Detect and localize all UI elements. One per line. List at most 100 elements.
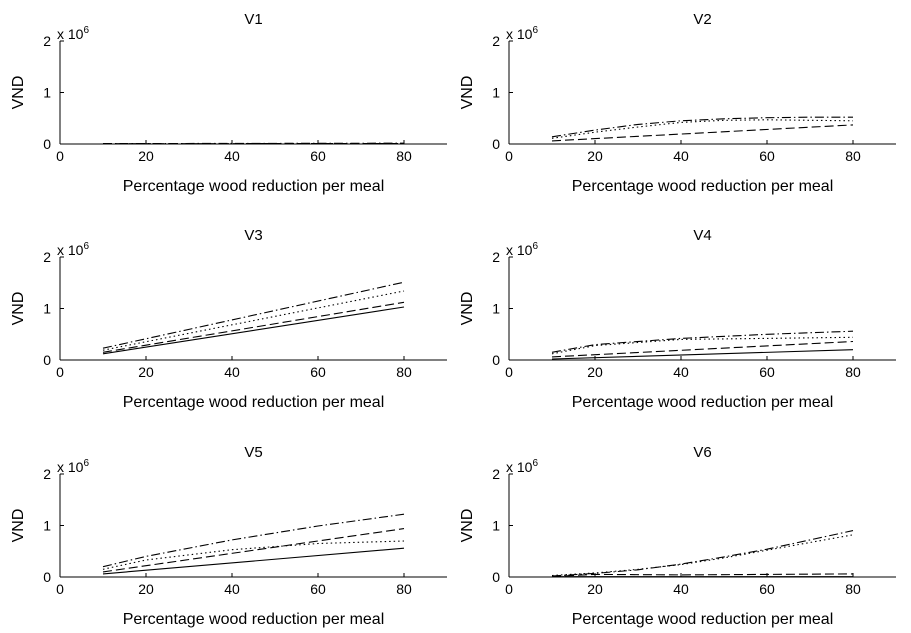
x-axis-label: Percentage wood reduction per meal (572, 178, 834, 195)
x-tick-label: 20 (587, 364, 603, 380)
x-axis-label: Percentage wood reduction per meal (123, 611, 385, 628)
y-tick-label: 1 (43, 518, 51, 534)
series-line-solid (102, 306, 405, 355)
subplot-title: V5 (244, 444, 262, 461)
axis-scale-label: x 106 (506, 25, 538, 42)
y-axis-label: VND (459, 76, 476, 110)
y-axis-label: VND (10, 76, 27, 110)
scale-base: x 10 (57, 242, 84, 258)
x-tick-label: 80 (396, 364, 412, 380)
x-tick-label: 60 (759, 581, 775, 597)
series-line-dashed (102, 301, 405, 353)
y-axis-label: VND (10, 292, 27, 326)
scale-exponent: 6 (83, 241, 89, 252)
series-line-dashdot (102, 281, 405, 349)
x-tick-label: 40 (224, 364, 240, 380)
x-axis-label: Percentage wood reduction per meal (123, 394, 385, 411)
subplot-title: V4 (693, 227, 711, 244)
x-tick-label: 40 (673, 148, 689, 164)
y-axis-label: VND (10, 509, 27, 543)
y-tick-label: 0 (492, 136, 500, 152)
x-tick-label: 0 (56, 364, 64, 380)
x-tick-label: 40 (673, 581, 689, 597)
x-tick-label: 0 (56, 148, 64, 164)
series-line-dashed (551, 124, 854, 142)
y-tick-label: 2 (43, 466, 51, 482)
y-tick-label: 0 (43, 352, 51, 368)
x-tick-label: 20 (587, 148, 603, 164)
axis-scale-label: x 106 (506, 458, 538, 475)
x-tick-label: 60 (310, 364, 326, 380)
x-tick-label: 40 (673, 364, 689, 380)
y-tick-label: 2 (492, 466, 500, 482)
scale-base: x 10 (57, 26, 84, 42)
subplot-title: V1 (244, 11, 262, 28)
subplot-title: V6 (693, 444, 711, 461)
scale-base: x 10 (57, 459, 84, 475)
series-line-dotted (551, 119, 854, 139)
series-line-dashdot (551, 530, 854, 577)
series-line-solid (551, 349, 854, 360)
subplot-title: V3 (244, 227, 262, 244)
y-tick-label: 2 (43, 249, 51, 265)
y-tick-label: 2 (492, 33, 500, 49)
y-axis-label: VND (459, 292, 476, 326)
scale-exponent: 6 (83, 458, 89, 469)
y-tick-label: 0 (43, 569, 51, 585)
x-tick-label: 80 (396, 148, 412, 164)
x-axis-label: Percentage wood reduction per meal (123, 178, 385, 195)
x-axis-label: Percentage wood reduction per meal (572, 611, 834, 628)
y-tick-label: 0 (492, 569, 500, 585)
x-tick-label: 0 (505, 148, 513, 164)
y-tick-label: 1 (43, 301, 51, 317)
x-tick-label: 80 (845, 148, 861, 164)
x-tick-label: 80 (845, 581, 861, 597)
scale-base: x 10 (506, 242, 533, 258)
scale-base: x 10 (506, 26, 533, 42)
y-tick-label: 1 (492, 85, 500, 101)
series-line-dashdot (551, 330, 854, 353)
series-line-dashed (551, 573, 854, 578)
axis-scale-label: x 106 (57, 241, 89, 258)
series-line-dashed (102, 528, 405, 573)
x-tick-label: 80 (396, 581, 412, 597)
y-tick-label: 0 (492, 352, 500, 368)
scale-exponent: 6 (532, 241, 538, 252)
y-tick-label: 1 (43, 85, 51, 101)
y-tick-label: 1 (492, 518, 500, 534)
axis-scale-label: x 106 (506, 241, 538, 258)
x-tick-label: 0 (505, 364, 513, 380)
scale-base: x 10 (506, 459, 533, 475)
scale-exponent: 6 (532, 458, 538, 469)
series-line-solid (102, 547, 405, 575)
x-tick-label: 60 (310, 148, 326, 164)
y-tick-label: 0 (43, 136, 51, 152)
scale-exponent: 6 (83, 25, 89, 36)
x-tick-label: 20 (138, 364, 154, 380)
x-tick-label: 60 (759, 148, 775, 164)
x-tick-label: 20 (587, 581, 603, 597)
x-tick-label: 80 (845, 364, 861, 380)
axis-scale-label: x 106 (57, 458, 89, 475)
x-tick-label: 0 (56, 581, 64, 597)
x-tick-label: 40 (224, 148, 240, 164)
x-tick-label: 0 (505, 581, 513, 597)
series-line-dashdot (551, 116, 853, 138)
x-tick-label: 20 (138, 148, 154, 164)
series-line-dotted (551, 534, 854, 577)
scale-exponent: 6 (532, 25, 538, 36)
axis-scale-label: x 106 (57, 25, 89, 42)
series-line-dashed (551, 340, 854, 358)
y-tick-label: 1 (492, 301, 500, 317)
series-line-dotted (102, 290, 405, 351)
subplot-title: V2 (693, 11, 711, 28)
x-tick-label: 60 (759, 364, 775, 380)
x-tick-label: 60 (310, 581, 326, 597)
y-tick-label: 2 (43, 33, 51, 49)
